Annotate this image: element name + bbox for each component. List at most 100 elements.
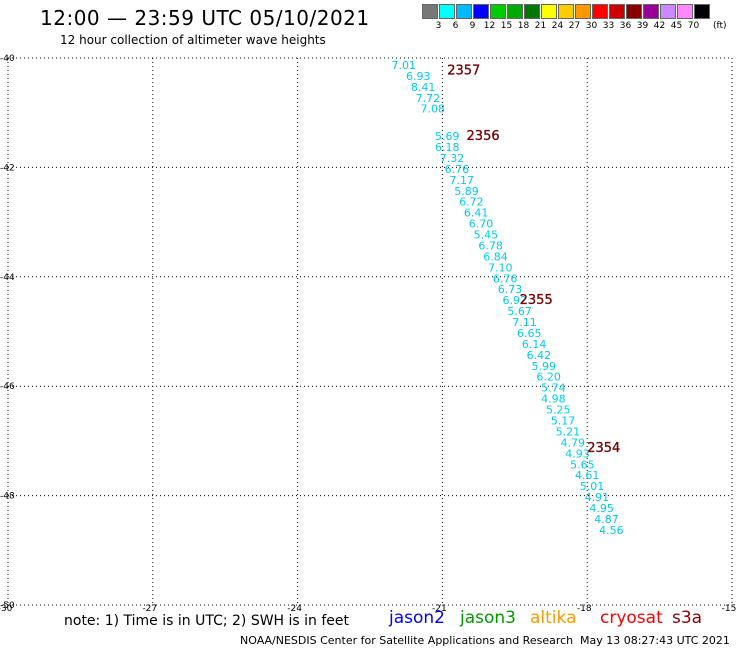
wave-height-value: 6.92 [503,294,528,307]
scale-label: 30 [585,21,598,31]
footer-timestamp: May 13 08:27:43 UTC 2021 [580,634,730,647]
wave-height-value: 6.42 [527,349,552,362]
scale-swatch [660,4,676,19]
scale-label: 3 [435,21,442,31]
scale-label: 33 [602,21,615,31]
scale-label: 27 [568,21,581,31]
y-tick-label: -50 [0,601,15,611]
wave-height-value: 7.72 [416,92,441,105]
wave-height-value: 5.45 [474,229,499,242]
wave-height-value: 4.91 [585,491,610,504]
scale-swatch [592,4,608,19]
y-tick-label: -40 [0,54,15,64]
time-label: 2354 [587,441,620,456]
scale-label: 36 [619,21,632,31]
x-tick-label: -15 [722,604,737,614]
x-tick-label: -24 [287,604,302,614]
legend-jason2: jason2 [389,608,445,628]
wave-height-value: 5.25 [546,404,571,417]
wave-height-value: 6.78 [478,239,503,252]
scale-swatch [609,4,625,19]
scale-swatch [626,4,642,19]
wave-height-value: 6.41 [464,207,489,220]
legend-jason3: jason3 [460,608,516,628]
y-tick-label: -44 [0,273,15,283]
wave-height-value: 4.95 [589,502,614,515]
footer-credit: NOAA/NESDIS Center for Satellite Applica… [240,634,574,647]
wave-height-value: 4.93 [565,447,590,460]
scale-swatch [439,4,455,19]
wave-height-value: 5.89 [454,185,479,198]
wave-height-value: 7.17 [449,174,474,187]
wave-height-value: 6.18 [435,141,460,154]
color-scale-unit: (ft) [713,21,727,31]
scale-label: 70 [687,21,700,31]
wave-height-value: 6.65 [517,327,542,340]
wave-height-value: 4.56 [599,524,624,537]
wave-height-value: 4.79 [560,436,585,449]
wave-height-value: 4.98 [541,393,566,406]
scale-label: 9 [469,21,476,31]
x-tick-label: -27 [142,604,157,614]
wave-height-value: 5.21 [556,425,581,438]
legend-cryosat: cryosat [600,608,663,628]
wave-height-value: 6.70 [469,218,494,231]
scale-swatch [677,4,693,19]
wave-height-value: 6.73 [498,283,523,296]
scale-swatch [507,4,523,19]
wave-height-value: 6.76 [493,272,518,285]
scale-swatch [558,4,574,19]
scale-swatch [422,4,438,19]
wave-height-value: 7.10 [488,261,513,274]
y-tick-label: -48 [0,492,15,502]
scale-swatch [524,4,540,19]
wave-height-value: 4.61 [575,469,600,482]
scale-swatch [456,4,472,19]
scale-label: 18 [517,21,530,31]
scale-label: 21 [534,21,547,31]
wave-height-value: 6.72 [459,196,484,209]
legend-altika: altika [530,608,577,628]
scale-swatch [490,4,506,19]
wave-height-value: 5.65 [570,458,595,471]
scale-swatch [643,4,659,19]
scale-label: 6 [452,21,459,31]
map-title: 12:00 — 23:59 UTC 05/10/2021 [40,6,370,30]
scale-label: 15 [500,21,513,31]
y-tick-label: -42 [0,163,15,173]
time-label: 2357 [447,63,480,78]
scale-label: 12 [483,21,496,31]
wave-height-value: 6.14 [522,338,547,351]
legend-s3a: s3a [672,608,703,628]
y-tick-label: -46 [0,382,15,392]
scale-label: 45 [670,21,683,31]
scale-swatch [473,4,489,19]
scale-swatch [541,4,557,19]
wave-height-value: 5.74 [541,382,566,395]
wave-height-value: 7.32 [440,152,465,165]
wave-height-value: 6.20 [536,371,561,384]
wave-height-value: 6.76 [445,163,470,176]
wave-height-value: 5.99 [532,360,557,373]
wave-height-value: 7.11 [512,316,537,329]
x-tick-label: -21 [432,604,447,614]
wave-height-value: 7.08 [420,103,445,116]
color-scale [422,4,711,19]
x-tick-label: -30 [0,604,13,614]
scale-label: 39 [636,21,649,31]
scale-swatch [575,4,591,19]
time-label: 2355 [520,293,553,308]
wave-height-value: 5.01 [580,480,605,493]
note-text: note: 1) Time is in UTC; 2) SWH is in fe… [64,613,350,629]
wave-height-value: 4.87 [594,513,619,526]
wave-height-value: 8.41 [411,81,436,94]
wave-height-value: 6.93 [406,70,431,83]
map-subtitle: 12 hour collection of altimeter wave hei… [60,33,326,47]
wave-height-value: 7.01 [392,59,417,72]
scale-swatch [694,4,710,19]
x-tick-label: -18 [577,604,592,614]
wave-height-value: 5.67 [507,305,532,318]
scale-label: 42 [653,21,666,31]
wave-height-value: 5.69 [435,130,460,143]
